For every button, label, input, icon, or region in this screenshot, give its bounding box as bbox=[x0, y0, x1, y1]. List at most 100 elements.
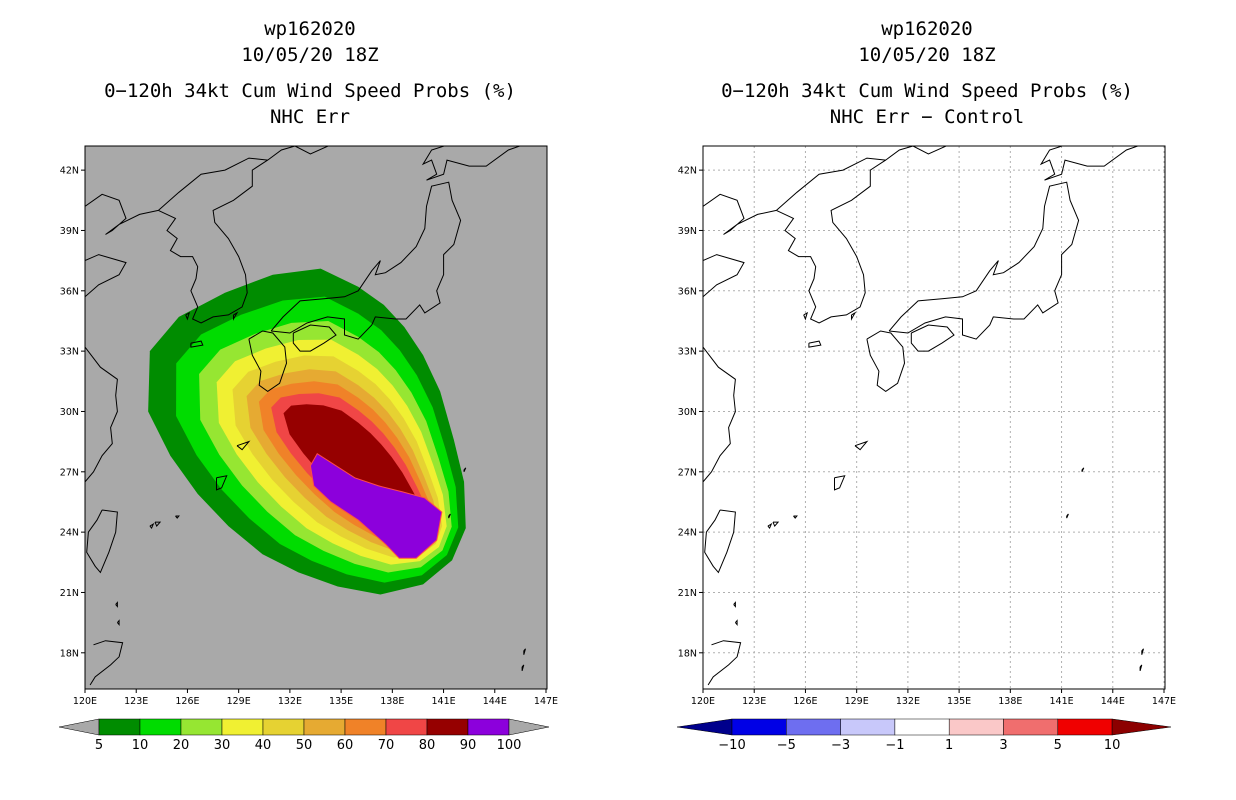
lon-label: 141E bbox=[1049, 696, 1073, 707]
coastline bbox=[149, 522, 155, 530]
lon-label: 132E bbox=[278, 696, 302, 707]
lat-label: 24N bbox=[678, 528, 697, 539]
colorbar-label: 3 bbox=[999, 738, 1007, 753]
lon-label: 129E bbox=[845, 696, 869, 707]
lat-label: 33N bbox=[678, 347, 697, 358]
lat-label: 18N bbox=[678, 648, 697, 659]
coastline bbox=[85, 193, 159, 235]
lat-label: 39N bbox=[678, 226, 697, 237]
coastline bbox=[1066, 513, 1069, 519]
lon-label: 141E bbox=[431, 696, 455, 707]
colorbar-label: 50 bbox=[296, 738, 313, 753]
colorbar-label: 60 bbox=[337, 738, 354, 753]
lon-label: 126E bbox=[175, 696, 199, 707]
coastline bbox=[158, 157, 268, 211]
coastline bbox=[117, 619, 120, 626]
lat-label: 21N bbox=[60, 588, 79, 599]
coastline bbox=[776, 157, 886, 211]
coastline bbox=[185, 311, 191, 321]
lon-label: 147E bbox=[534, 696, 558, 707]
coastline bbox=[803, 311, 809, 321]
coastline bbox=[421, 146, 522, 181]
colorbar-label: 10 bbox=[132, 738, 149, 753]
colorbar-swatch bbox=[426, 718, 469, 736]
left-axis-ticks: 120E 123E 126E 129E 132E 135E 138E 141E 144E 147E… bbox=[60, 166, 558, 707]
lat-label: 33N bbox=[60, 347, 79, 358]
coastline bbox=[772, 521, 780, 528]
coastline bbox=[175, 515, 180, 519]
left-title-block: wp162020 10/05/20 18Z 0−120h 34kt Cum Wi… bbox=[60, 16, 560, 130]
left-colorbar: 5 10 20 30 40 50 60 70 80 90 100 bbox=[58, 718, 550, 753]
left-coastlines bbox=[85, 146, 526, 686]
colorbar-arrow-right bbox=[508, 718, 550, 736]
lon-label: 123E bbox=[124, 696, 148, 707]
left-map: 120E 123E 126E 129E 132E 135E 138E 141E 144E 147E… bbox=[60, 145, 558, 707]
right-datetime: 10/05/20 18Z bbox=[858, 44, 996, 66]
coastline bbox=[190, 340, 204, 348]
coastline bbox=[733, 601, 736, 608]
colorbar-swatch bbox=[98, 718, 141, 736]
coastline bbox=[910, 324, 955, 352]
colorbar-label: 10 bbox=[1104, 738, 1121, 753]
colorbar-label: −3 bbox=[831, 738, 850, 753]
right-axis-ticks: 120E 123E 126E 129E 132E 135E 138E 141E 144E 147E… bbox=[678, 166, 1176, 707]
colorbar-swatch bbox=[262, 718, 305, 736]
coastline bbox=[703, 254, 745, 298]
lon-label: 120E bbox=[691, 696, 715, 707]
lon-label: 138E bbox=[380, 696, 404, 707]
coastline bbox=[236, 440, 251, 451]
coastline bbox=[854, 440, 869, 451]
colorbar-swatch bbox=[731, 718, 787, 736]
coastline bbox=[767, 522, 773, 530]
coastline bbox=[793, 515, 798, 519]
colorbar-swatch bbox=[385, 718, 428, 736]
lat-label: 18N bbox=[60, 648, 79, 659]
right-title-block: wp162020 10/05/20 18Z 0−120h 34kt Cum Wi… bbox=[677, 16, 1177, 130]
colorbar-swatch bbox=[786, 718, 841, 736]
coastline bbox=[808, 340, 822, 348]
colorbar-label: 5 bbox=[95, 738, 103, 753]
colorbar-label: −5 bbox=[777, 738, 796, 753]
lat-label: 30N bbox=[60, 407, 79, 418]
coastline bbox=[866, 330, 906, 393]
coastline bbox=[248, 330, 288, 393]
coastline bbox=[776, 146, 948, 324]
coastline bbox=[851, 311, 857, 321]
colorbar-arrow-left bbox=[58, 718, 100, 736]
lon-label: 132E bbox=[896, 696, 920, 707]
coastline bbox=[154, 521, 162, 528]
probability-contour-90 bbox=[309, 452, 443, 559]
colorbar-label: 80 bbox=[419, 738, 436, 753]
coastline bbox=[1141, 648, 1144, 655]
lon-label: 135E bbox=[947, 696, 971, 707]
coastline bbox=[233, 311, 239, 321]
coastline bbox=[85, 346, 118, 483]
lon-label: 144E bbox=[483, 696, 507, 707]
lat-label: 21N bbox=[678, 588, 697, 599]
coastline bbox=[1039, 146, 1140, 181]
right-map-frame bbox=[702, 145, 1166, 690]
right-map: 120E 123E 126E 129E 132E 135E 138E 141E 144E 147E… bbox=[678, 145, 1176, 707]
probability-contours bbox=[148, 268, 466, 595]
right-colorbar: −10 −5 −3 −1 1 3 5 10 bbox=[676, 718, 1172, 753]
coastline bbox=[523, 648, 526, 655]
colorbar-swatch bbox=[303, 718, 346, 736]
colorbar-label: 90 bbox=[460, 738, 477, 753]
lon-label: 126E bbox=[793, 696, 817, 707]
colorbar-label: −10 bbox=[718, 738, 745, 753]
colorbar-label: 1 bbox=[945, 738, 953, 753]
colorbar-label: 5 bbox=[1054, 738, 1062, 753]
lat-label: 42N bbox=[678, 166, 697, 177]
coastline bbox=[86, 509, 118, 574]
colorbar-label: 40 bbox=[255, 738, 272, 753]
colorbar-swatch bbox=[948, 718, 1004, 736]
lon-label: 147E bbox=[1152, 696, 1176, 707]
lon-label: 129E bbox=[227, 696, 251, 707]
colorbar-swatch bbox=[1057, 718, 1113, 736]
left-subtitle: NHC Err bbox=[269, 106, 351, 128]
colorbar-swatch bbox=[840, 718, 896, 736]
lat-label: 24N bbox=[60, 528, 79, 539]
colorbar-label: 30 bbox=[214, 738, 231, 753]
left-product-title: 0−120h 34kt Cum Wind Speed Probs (%) bbox=[104, 80, 516, 102]
